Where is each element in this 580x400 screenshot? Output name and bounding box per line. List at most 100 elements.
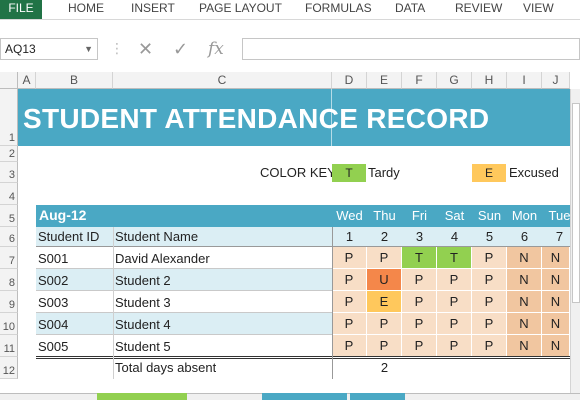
tab-formulas[interactable]: FORMULAS <box>305 1 372 15</box>
student-id-cell[interactable]: S005 <box>38 339 69 354</box>
tab-page-layout[interactable]: PAGE LAYOUT <box>199 1 282 15</box>
attendance-cell[interactable]: P <box>332 335 367 357</box>
table-row[interactable] <box>36 313 332 335</box>
attendance-cell[interactable]: P <box>402 335 437 357</box>
tab-review[interactable]: REVIEW <box>455 1 503 15</box>
column-header-c[interactable]: C <box>113 72 332 89</box>
attendance-cell[interactable]: P <box>472 269 507 291</box>
attendance-cell[interactable]: N <box>542 335 570 357</box>
row-header-2[interactable]: 2 <box>0 146 18 162</box>
excused-key-swatch: E <box>472 164 506 182</box>
select-all-corner[interactable] <box>0 72 18 89</box>
column-header-b[interactable]: B <box>36 72 113 89</box>
student-name-cell[interactable]: Student 4 <box>115 317 171 332</box>
student-name-cell[interactable]: David Alexander <box>115 251 210 266</box>
sheet-tab[interactable] <box>350 393 405 400</box>
chevron-down-icon[interactable]: ▼ <box>84 44 93 54</box>
attendance-cell[interactable]: N <box>507 291 542 313</box>
attendance-cell[interactable]: P <box>472 247 507 269</box>
row-header-6[interactable]: 6 <box>0 227 18 247</box>
tab-file[interactable]: FILE <box>0 0 42 19</box>
attendance-cell[interactable]: N <box>542 247 570 269</box>
tab-data[interactable]: DATA <box>395 1 426 15</box>
column-header-a[interactable]: A <box>18 72 36 89</box>
column-header-h[interactable]: H <box>472 72 507 89</box>
column-header-g[interactable]: G <box>437 72 472 89</box>
total-double-rule <box>36 356 570 359</box>
tab-insert[interactable]: INSERT <box>131 1 175 15</box>
name-box[interactable]: AQ13 ▼ <box>0 38 98 60</box>
sheet-tab[interactable] <box>262 393 347 400</box>
row-header-10[interactable]: 10 <box>0 313 18 335</box>
row-header-4[interactable]: 4 <box>0 183 18 205</box>
row-header-8[interactable]: 8 <box>0 269 18 291</box>
column-header-f[interactable]: F <box>402 72 437 89</box>
column-header-d[interactable]: D <box>332 72 367 89</box>
row-header-11[interactable]: 11 <box>0 335 18 357</box>
vertical-scrollbar[interactable] <box>570 89 580 393</box>
student-id-cell[interactable]: S002 <box>38 273 69 288</box>
attendance-cell[interactable]: E <box>367 291 402 313</box>
attendance-cell[interactable]: P <box>367 247 402 269</box>
student-name-cell[interactable]: Student 2 <box>115 273 171 288</box>
table-row[interactable] <box>36 335 332 357</box>
attendance-cell[interactable]: P <box>437 291 472 313</box>
attendance-cell[interactable]: P <box>472 335 507 357</box>
column-header-e[interactable]: E <box>367 72 402 89</box>
student-name-cell[interactable]: Student 5 <box>115 339 171 354</box>
tardy-key-swatch: T <box>332 164 366 182</box>
tab-home[interactable]: HOME <box>68 1 104 15</box>
column-header-j[interactable]: J <box>542 72 570 89</box>
attendance-cell[interactable]: T <box>437 247 472 269</box>
row-header-3[interactable]: 3 <box>0 162 18 183</box>
attendance-cell[interactable]: N <box>507 269 542 291</box>
attendance-cell[interactable]: T <box>402 247 437 269</box>
attendance-cell[interactable]: P <box>402 313 437 335</box>
attendance-cell[interactable]: P <box>367 335 402 357</box>
attendance-cell[interactable]: P <box>402 291 437 313</box>
attendance-cell[interactable]: N <box>507 335 542 357</box>
total-absent-value[interactable]: 2 <box>380 360 389 375</box>
sheet-tab[interactable] <box>97 393 187 400</box>
formula-bar-grip-icon[interactable]: ⋮ <box>110 40 124 56</box>
student-id-cell[interactable]: S003 <box>38 295 69 310</box>
row-header-9[interactable]: 9 <box>0 291 18 313</box>
close-icon[interactable]: ✕ <box>138 39 154 59</box>
column-title-row <box>36 227 580 247</box>
student-id-cell[interactable]: S004 <box>38 317 69 332</box>
tab-view[interactable]: VIEW <box>523 1 554 15</box>
attendance-cell[interactable]: N <box>507 247 542 269</box>
row-header-5[interactable]: 5 <box>0 205 18 227</box>
attendance-cell[interactable]: P <box>472 313 507 335</box>
worksheet-grid[interactable]: A B C D E F G H I J 1 2 3 4 5 6 7 8 9 10… <box>0 72 580 400</box>
attendance-cell[interactable]: P <box>437 313 472 335</box>
formula-input[interactable] <box>242 38 580 60</box>
table-row[interactable] <box>36 291 332 313</box>
check-icon[interactable]: ✓ <box>173 39 189 59</box>
attendance-cell[interactable]: U <box>367 269 402 291</box>
student-name-cell[interactable]: Student 3 <box>115 295 171 310</box>
attendance-cell[interactable]: P <box>332 247 367 269</box>
attendance-cell[interactable]: N <box>542 269 570 291</box>
attendance-cell[interactable]: P <box>332 269 367 291</box>
attendance-cell[interactable]: P <box>367 313 402 335</box>
attendance-cell[interactable]: N <box>507 313 542 335</box>
name-box-value: AQ13 <box>5 42 36 56</box>
attendance-cell[interactable]: P <box>332 291 367 313</box>
attendance-cell[interactable]: P <box>437 269 472 291</box>
attendance-cell[interactable]: P <box>402 269 437 291</box>
table-row[interactable] <box>36 247 332 269</box>
fx-icon[interactable]: fx <box>208 39 224 59</box>
attendance-cell[interactable]: N <box>542 313 570 335</box>
scroll-thumb[interactable] <box>572 103 580 303</box>
row-header-7[interactable]: 7 <box>0 247 18 269</box>
attendance-cell[interactable]: P <box>437 335 472 357</box>
column-header-i[interactable]: I <box>507 72 542 89</box>
attendance-cell[interactable]: N <box>542 291 570 313</box>
attendance-cell[interactable]: P <box>472 291 507 313</box>
student-id-cell[interactable]: S001 <box>38 251 69 266</box>
attendance-cell[interactable]: P <box>332 313 367 335</box>
row-header-12[interactable]: 12 <box>0 357 18 379</box>
row-header-1[interactable]: 1 <box>0 89 18 146</box>
table-row[interactable] <box>36 269 332 291</box>
